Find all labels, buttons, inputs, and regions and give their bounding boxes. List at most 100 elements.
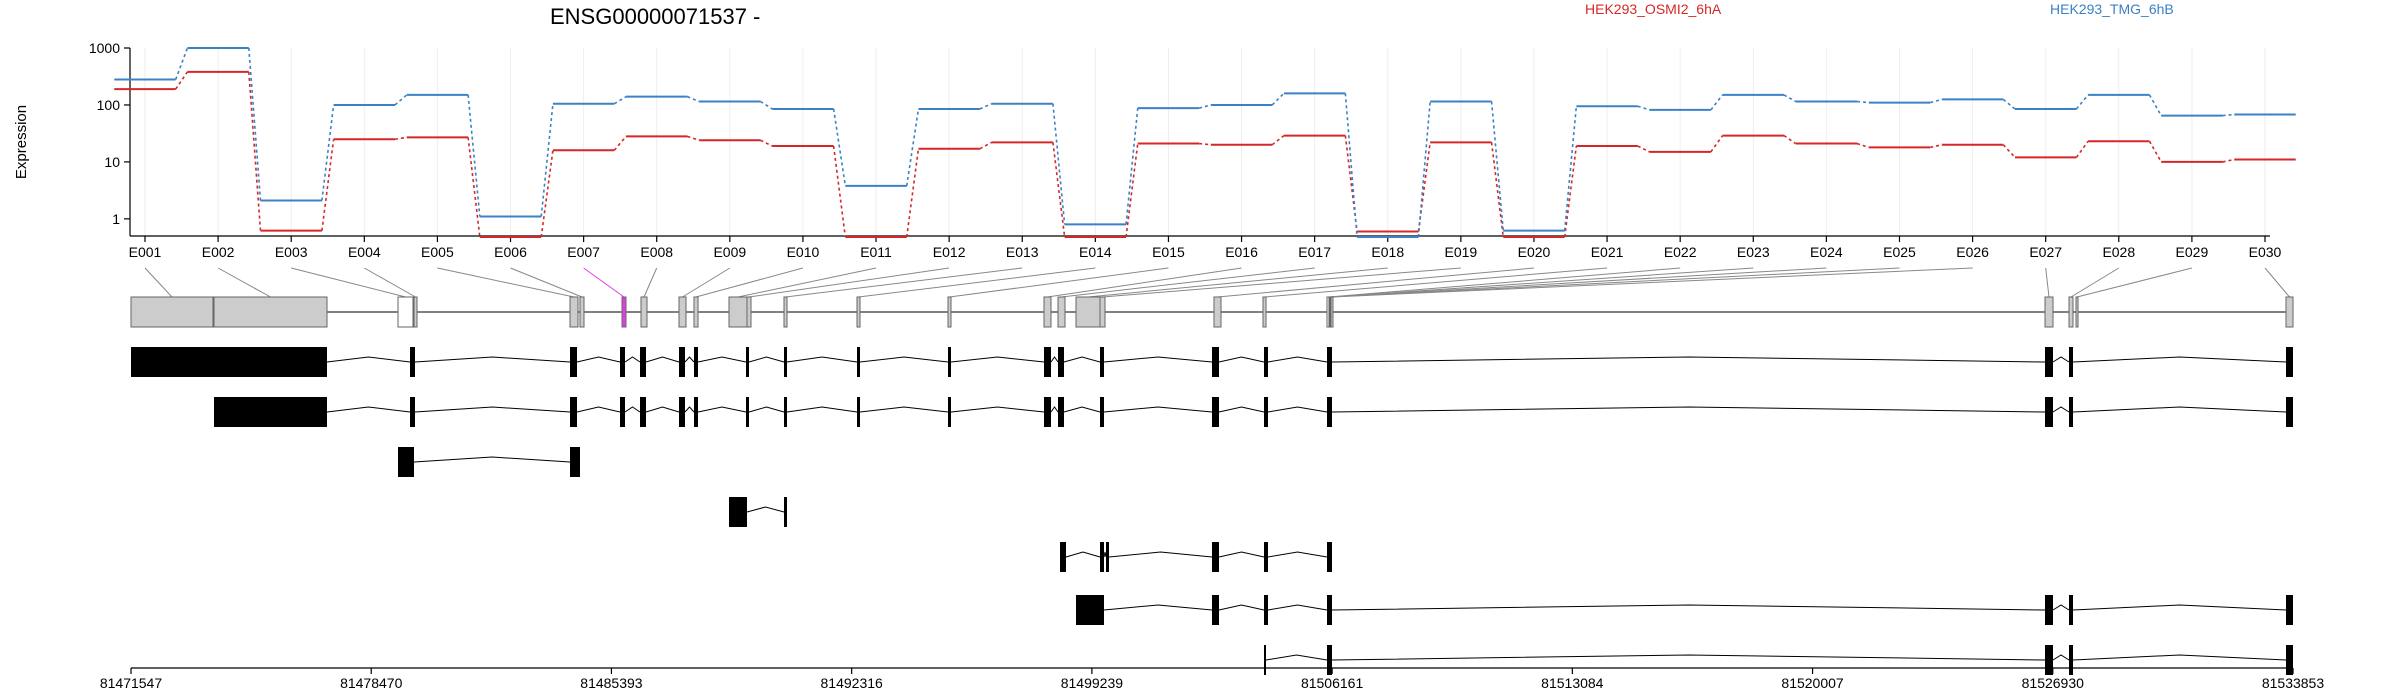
series-connector [394, 94, 408, 106]
intron-line [697, 356, 747, 363]
exon-block [2069, 595, 2073, 625]
exon-block [857, 397, 860, 427]
genomic-tick-label: 81533853 [2262, 675, 2325, 691]
chart-title: ENSG00000071537 - [550, 4, 760, 29]
gene-model-layer: 81471547 81478470 81485393 81492316 81499239… [100, 296, 2325, 691]
exon-connector [144, 267, 173, 298]
exon-block [2045, 645, 2053, 675]
exon-block [1100, 347, 1104, 377]
exon-box [413, 296, 418, 328]
series-connector [1783, 134, 1797, 145]
exon-block [2045, 347, 2053, 377]
series-connector [1637, 105, 1650, 111]
intron-line [1331, 604, 2046, 611]
exon-box [856, 296, 861, 328]
exon-box [728, 296, 748, 328]
genomic-tick-label: 81485393 [580, 675, 643, 691]
exon-box [746, 296, 752, 328]
intron-line [1103, 356, 1213, 363]
x-tick-label: E009 [713, 244, 746, 260]
series-connector [1857, 100, 1869, 104]
exon-block [857, 347, 860, 377]
intron-line [1103, 406, 1213, 413]
exon-box [640, 296, 648, 328]
series-connector [2148, 140, 2162, 163]
intron-line [2052, 604, 2070, 611]
y-tick-label: 100 [97, 97, 121, 113]
series-connector [1783, 94, 1797, 103]
transcript-5 [1060, 542, 1332, 572]
exon-block [1327, 347, 1332, 377]
exon-block [1212, 595, 1219, 625]
intron-line [413, 456, 571, 463]
intron-line [624, 356, 641, 363]
series-connector [979, 103, 992, 110]
x-tick-label: E006 [494, 244, 527, 260]
x-tick-label: E027 [2029, 244, 2062, 260]
intron-line [1267, 551, 1328, 558]
exon-box [397, 296, 414, 328]
exon-connector [217, 267, 271, 298]
exon-block [2069, 397, 2073, 427]
genomic-tick-label: 81526930 [2022, 675, 2085, 691]
exon-connector [682, 267, 731, 298]
exon-box [213, 296, 328, 328]
series-connector [1199, 142, 1211, 146]
intron-line [950, 356, 1045, 363]
intron-line [2072, 654, 2287, 661]
exon-block [1212, 397, 1219, 427]
x-tick-label: E025 [1883, 244, 1916, 260]
intron-line [2072, 356, 2287, 363]
series-connector [2075, 94, 2089, 110]
intron-line [2072, 406, 2287, 413]
exon-box [947, 296, 952, 328]
series-connector [1052, 103, 1066, 225]
transcript-3 [398, 447, 580, 477]
series-connector [979, 141, 992, 150]
series-connector [174, 47, 189, 80]
exon-box [2068, 296, 2074, 328]
exon-connector [1217, 267, 1535, 298]
series-connector [2075, 140, 2089, 158]
series-connector [2002, 144, 2016, 158]
series-connector [905, 108, 920, 186]
exon-block [1264, 347, 1268, 377]
intron-line [1218, 551, 1265, 558]
x-tick-label: E029 [2176, 244, 2209, 260]
intron-line [786, 406, 858, 413]
x-tick-label: E012 [933, 244, 966, 260]
series-connector [687, 95, 700, 103]
intron-line [1267, 604, 1328, 611]
x-tick-label: E003 [275, 244, 308, 260]
series-connector [1417, 101, 1431, 238]
exon-box [130, 296, 214, 328]
series-connector [1930, 143, 1943, 149]
exon-connector [748, 267, 950, 298]
intron-line [859, 356, 949, 363]
exon-connector [643, 267, 658, 298]
series-connector [394, 136, 407, 141]
exon-block [1100, 542, 1104, 572]
genomic-tick-label: 81520007 [1781, 675, 1844, 691]
x-tick-label: E023 [1737, 244, 1770, 260]
series-connector [905, 148, 920, 238]
exon-connector [1047, 267, 1242, 298]
x-tick-label: E015 [1152, 244, 1185, 260]
exon-block [2045, 397, 2053, 427]
series-2 [114, 47, 2296, 239]
exon-block [570, 397, 577, 427]
exon-connector [858, 267, 1096, 298]
exon-block [1264, 645, 1266, 675]
intron-line [1103, 604, 1213, 611]
exon-connector [1061, 267, 1315, 298]
intron-line [2052, 654, 2070, 661]
series-connector [1563, 145, 1578, 238]
exon-block [1058, 347, 1064, 377]
series-connector [1929, 98, 1943, 104]
intron-line [1331, 406, 2046, 413]
genomic-tick-label: 81499239 [1061, 675, 1124, 691]
x-tick-label: E005 [421, 244, 454, 260]
exon-box [678, 296, 687, 328]
intron-line [1063, 406, 1101, 413]
